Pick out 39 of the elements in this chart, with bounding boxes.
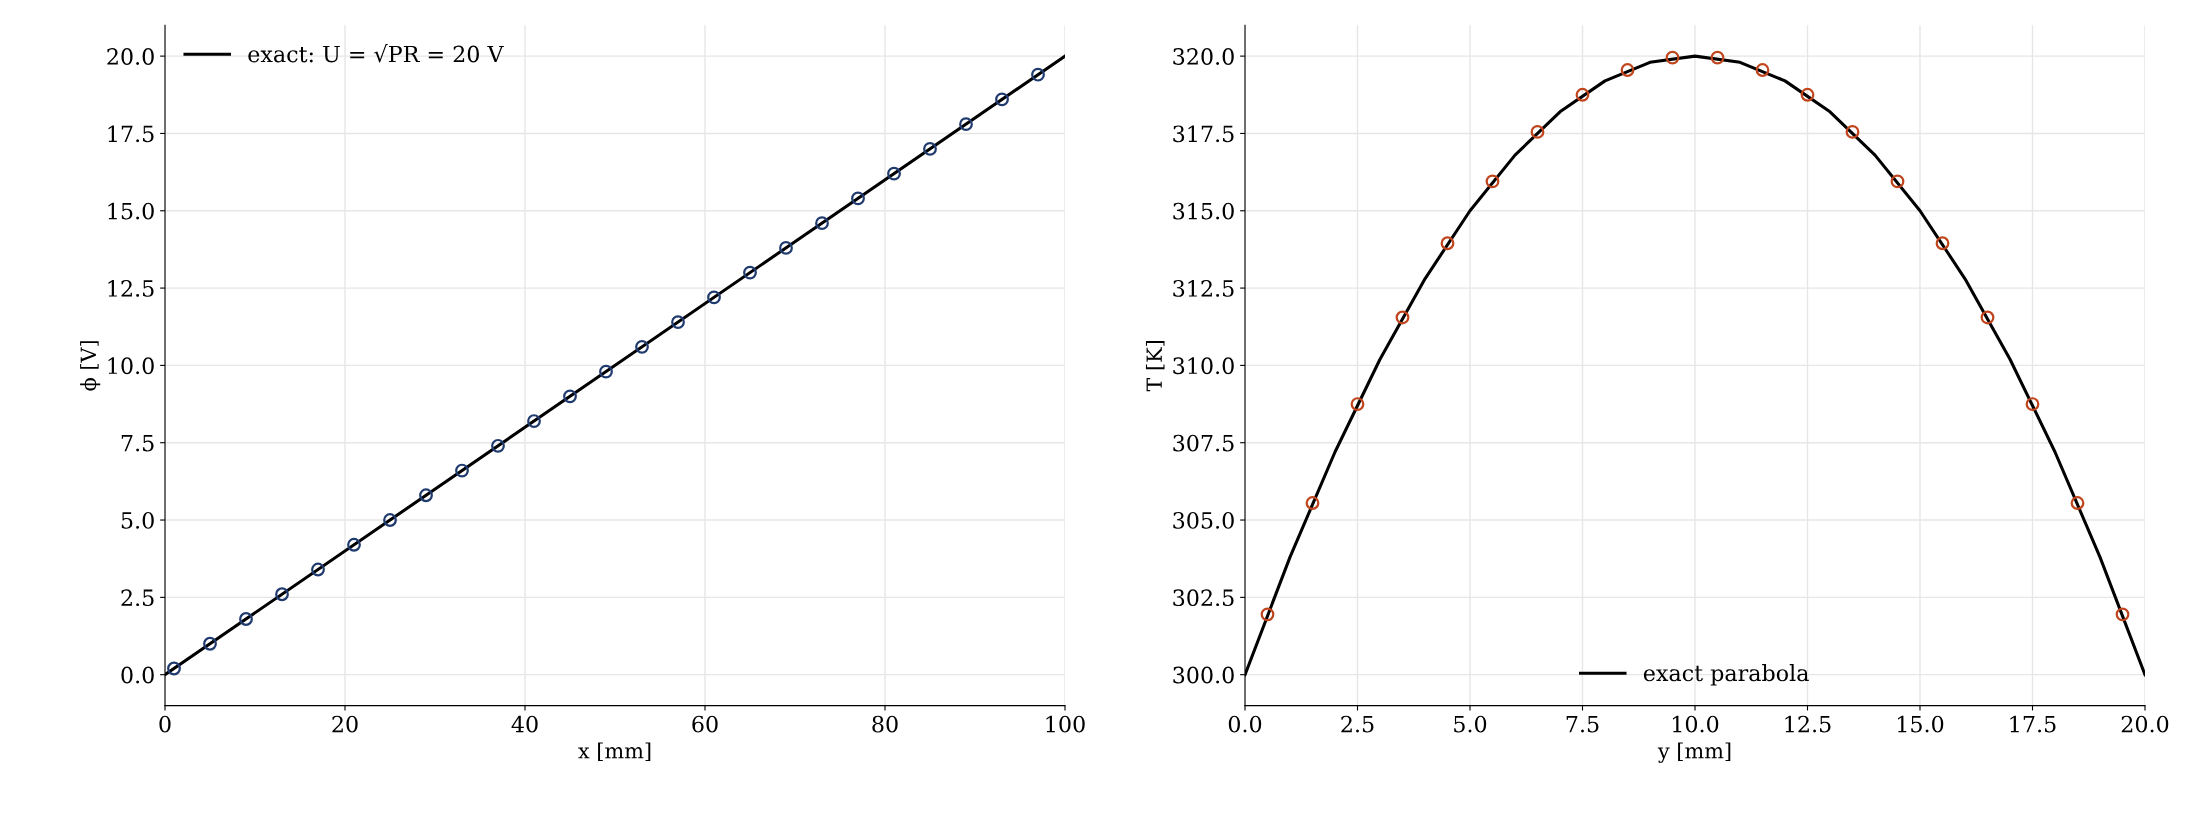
y-tick-label: 17.5	[108, 125, 154, 143]
x-tick-label: 60	[692, 715, 718, 733]
x-tick-label: 20.0	[2121, 715, 2169, 733]
y-tick-label: 2.5	[121, 589, 154, 607]
y-tick-label: 10.0	[108, 357, 154, 375]
y-tick-label: 315.0	[1173, 202, 1234, 220]
y-tick-label: 305.0	[1173, 511, 1234, 529]
legend-label: exact parabola	[1643, 664, 1809, 686]
y-tick-label: 310.0	[1173, 357, 1234, 375]
y-tick-label: 307.5	[1173, 434, 1234, 452]
x-tick-label: 5.0	[1454, 715, 1487, 733]
x-axis-title: y [mm]	[1657, 742, 1731, 763]
y-tick-label: 7.5	[121, 434, 154, 452]
x-tick-label: 80	[872, 715, 898, 733]
y-tick-label: 15.0	[108, 202, 154, 220]
y-tick-label: 20.0	[107, 48, 154, 65]
y-tick-label: 302.5	[1173, 589, 1234, 607]
y-tick-label: 5.0	[121, 511, 154, 529]
x-tick-label: 12.5	[1785, 715, 1831, 733]
x-tick-label: 40	[511, 715, 538, 733]
y-tick-label: 320.0	[1173, 48, 1234, 65]
y-tick-label: 317.5	[1173, 125, 1234, 143]
x-tick-label: 20	[332, 715, 358, 733]
y-tick-label: 300.0	[1173, 666, 1234, 684]
x-tick-label: 10.0	[1672, 715, 1719, 733]
y-axis-title: ϕ [V]	[80, 341, 101, 391]
y-axis-title: T [K]	[1145, 341, 1165, 392]
x-tick-label: 100	[1046, 715, 1085, 733]
legend-label: exact: U = √PR = 20 V	[248, 44, 504, 63]
x-tick-label: 7.5	[1566, 716, 1599, 733]
y-tick-label: 312.5	[1173, 280, 1234, 297]
x-tick-label: 15.0	[1897, 715, 1944, 733]
x-axis-title: x [mm]	[578, 742, 651, 761]
x-tick-label: 2.5	[1341, 715, 1374, 733]
x-tick-label: 0	[159, 715, 171, 733]
y-tick-label: 0.0	[121, 666, 154, 684]
y-tick-label: 12.5	[108, 280, 154, 297]
x-tick-label: 0.0	[1228, 715, 1262, 733]
x-tick-label: 17.5	[2010, 715, 2056, 733]
